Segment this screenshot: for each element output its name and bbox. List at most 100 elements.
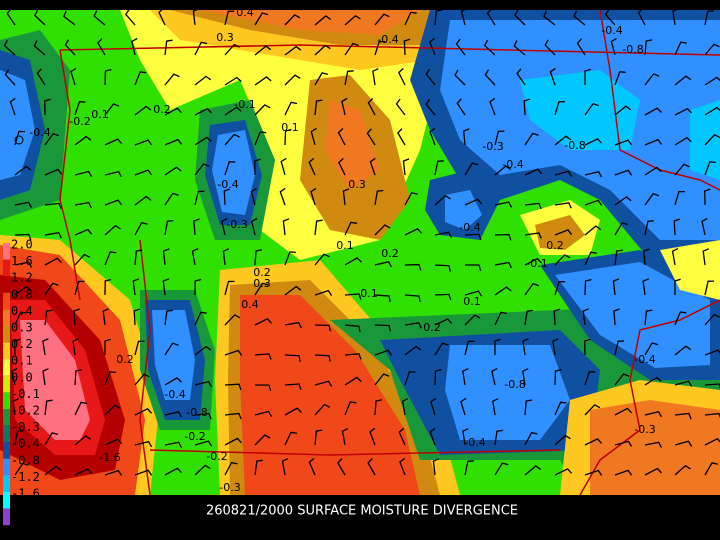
wind-barb bbox=[164, 138, 183, 146]
wind-barb bbox=[369, 157, 376, 176]
wind-barb bbox=[104, 278, 112, 296]
wind-barb bbox=[554, 170, 573, 177]
wind-barb bbox=[573, 10, 586, 26]
wind-barb bbox=[401, 398, 409, 416]
wind-barb bbox=[524, 431, 538, 446]
contour-label: 0.1 bbox=[281, 121, 299, 134]
wind-barb bbox=[194, 41, 208, 56]
wind-barb bbox=[254, 12, 269, 26]
legend-swatch bbox=[3, 508, 10, 526]
wind-barb bbox=[134, 221, 148, 236]
wind-barb bbox=[454, 69, 466, 86]
wind-barb bbox=[704, 383, 720, 389]
wind-barb bbox=[644, 192, 660, 206]
wind-barb bbox=[3, 39, 16, 56]
wind-barb bbox=[344, 376, 362, 386]
wind-barb bbox=[224, 76, 242, 86]
wind-barb bbox=[284, 383, 302, 390]
wind-barb bbox=[73, 308, 80, 326]
wind-barb bbox=[314, 380, 333, 387]
wind-barb bbox=[337, 458, 346, 476]
wind-barb bbox=[524, 132, 539, 146]
wind-barb bbox=[9, 97, 16, 116]
wind-barb bbox=[434, 231, 452, 238]
wind-barb bbox=[576, 38, 586, 56]
wind-barb bbox=[134, 169, 153, 176]
wind-barb bbox=[224, 106, 242, 116]
wind-barb bbox=[74, 401, 88, 416]
wind-barb bbox=[704, 349, 720, 356]
wind-barb bbox=[494, 130, 505, 146]
wind-barb bbox=[524, 282, 540, 296]
wind-barb bbox=[14, 201, 32, 208]
wind-barb bbox=[494, 338, 501, 356]
wind-barb bbox=[284, 354, 301, 362]
wind-barb bbox=[464, 290, 483, 297]
wind-barb bbox=[224, 161, 236, 176]
wind-barb bbox=[674, 107, 692, 116]
wind-barb bbox=[464, 162, 479, 176]
legend-label: 1.2 bbox=[11, 271, 33, 285]
wind-barb bbox=[164, 377, 182, 386]
wind-barb bbox=[584, 404, 601, 416]
wind-barb bbox=[584, 338, 591, 356]
legend-swatch bbox=[3, 359, 10, 376]
wind-barb bbox=[554, 254, 571, 266]
wind-barb bbox=[552, 338, 559, 356]
wind-barb bbox=[404, 11, 417, 26]
wind-barb bbox=[194, 75, 212, 86]
wind-barb bbox=[194, 345, 212, 356]
wind-barb bbox=[553, 308, 561, 326]
wind-barb bbox=[254, 384, 272, 391]
wind-barb bbox=[104, 170, 123, 178]
contour-label: 0.3 bbox=[216, 31, 234, 44]
wind-barb bbox=[281, 458, 289, 476]
wind-barb bbox=[44, 465, 62, 476]
wind-barb bbox=[104, 224, 121, 236]
wind-barb bbox=[314, 403, 331, 416]
wind-barb bbox=[44, 399, 53, 416]
wind-barb bbox=[194, 380, 213, 388]
wind-barb bbox=[514, 9, 526, 26]
contour-label: 0.4 bbox=[236, 6, 254, 19]
wind-barb bbox=[164, 73, 180, 86]
contour-label: 0.1 bbox=[336, 239, 354, 252]
contour-label: -0.4 bbox=[464, 436, 485, 449]
wind-barb bbox=[397, 128, 406, 146]
wind-barb bbox=[671, 248, 679, 266]
wind-barb bbox=[395, 98, 406, 116]
wind-barb bbox=[369, 427, 376, 446]
wind-barb bbox=[158, 7, 166, 26]
wind-barb bbox=[314, 15, 332, 26]
wind-barb bbox=[554, 280, 566, 296]
wind-barb bbox=[134, 139, 153, 146]
wind-barb bbox=[494, 429, 504, 446]
wind-barb bbox=[614, 222, 629, 236]
wind-barb bbox=[104, 469, 123, 476]
wind-barb bbox=[614, 469, 633, 476]
wind-barb bbox=[192, 8, 200, 26]
wind-barb bbox=[434, 318, 453, 326]
wind-barb bbox=[223, 188, 231, 206]
wind-barb bbox=[494, 311, 508, 326]
wind-barb bbox=[44, 231, 62, 239]
contour-label: -0.4 bbox=[502, 158, 523, 171]
wind-barb bbox=[554, 229, 573, 236]
wind-barb bbox=[483, 39, 496, 56]
wind-barb bbox=[162, 248, 170, 266]
wind-barb bbox=[13, 338, 21, 356]
wind-barb bbox=[342, 188, 350, 206]
wind-barb bbox=[523, 98, 531, 116]
wind-barb bbox=[366, 128, 376, 146]
wind-barb bbox=[164, 166, 182, 176]
wind-barb bbox=[465, 264, 482, 271]
wind-barb bbox=[429, 127, 436, 146]
wind-barb bbox=[672, 8, 679, 26]
wind-barb bbox=[4, 69, 16, 86]
wind-barb bbox=[44, 202, 62, 210]
wind-barb bbox=[614, 169, 633, 176]
wind-barb bbox=[494, 201, 513, 208]
wind-barb bbox=[374, 224, 391, 236]
wind-barb bbox=[134, 440, 153, 448]
wind-barb bbox=[314, 219, 323, 236]
